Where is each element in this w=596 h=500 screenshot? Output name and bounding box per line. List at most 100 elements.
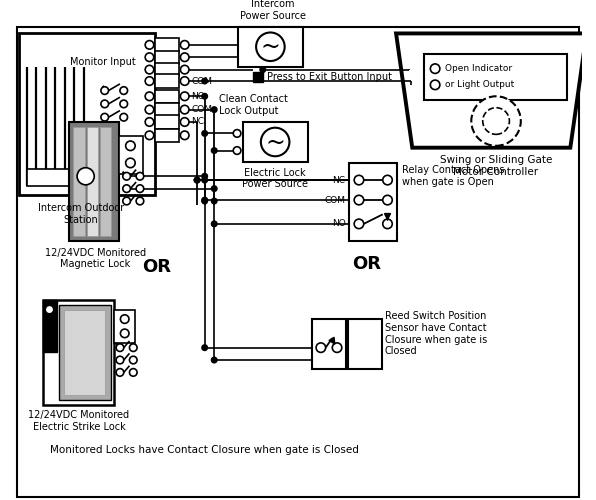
Circle shape — [202, 94, 207, 99]
Bar — [43, 300, 57, 352]
Bar — [155, 128, 179, 142]
Circle shape — [120, 315, 129, 324]
Bar — [155, 74, 179, 88]
Circle shape — [126, 158, 135, 168]
Text: 12/24VDC Monitored
Magnetic Lock: 12/24VDC Monitored Magnetic Lock — [45, 248, 146, 270]
Circle shape — [101, 114, 108, 121]
Circle shape — [202, 78, 207, 84]
Circle shape — [145, 40, 154, 49]
Circle shape — [212, 186, 217, 192]
Text: Relay Contact Opens
when gate is Open: Relay Contact Opens when gate is Open — [402, 166, 504, 187]
Circle shape — [126, 141, 135, 150]
Circle shape — [383, 196, 392, 205]
Bar — [86, 126, 98, 236]
Circle shape — [145, 53, 154, 62]
Text: Swing or Sliding Gate
Motor Controller: Swing or Sliding Gate Motor Controller — [440, 156, 552, 177]
Circle shape — [145, 131, 154, 140]
Circle shape — [202, 198, 207, 202]
Circle shape — [233, 130, 241, 137]
Circle shape — [181, 66, 189, 74]
Text: NC: NC — [333, 176, 346, 184]
Circle shape — [261, 128, 290, 156]
Text: OR: OR — [142, 258, 172, 276]
Circle shape — [145, 118, 154, 126]
Circle shape — [181, 92, 189, 100]
Bar — [155, 50, 179, 64]
Circle shape — [181, 131, 189, 140]
Bar — [27, 168, 74, 186]
Text: Reed Switch Position
Sensor have Contact
Closure when gate is
Closed: Reed Switch Position Sensor have Contact… — [384, 312, 487, 356]
Text: Intercom
Power Source: Intercom Power Source — [240, 0, 306, 21]
Bar — [312, 319, 346, 368]
Circle shape — [123, 197, 131, 205]
Circle shape — [212, 107, 217, 112]
Circle shape — [212, 198, 217, 203]
Text: ~: ~ — [265, 132, 285, 154]
Circle shape — [202, 178, 207, 182]
Text: COM: COM — [325, 196, 346, 204]
Circle shape — [212, 358, 217, 362]
Circle shape — [194, 178, 200, 182]
Circle shape — [136, 172, 144, 180]
Bar — [119, 136, 143, 174]
Circle shape — [136, 197, 144, 205]
Circle shape — [354, 176, 364, 185]
Text: Monitor Input: Monitor Input — [70, 57, 136, 67]
Text: Press to Exit Button Input: Press to Exit Button Input — [266, 72, 392, 82]
Bar — [349, 319, 382, 368]
Circle shape — [116, 344, 124, 352]
Text: NC: NC — [191, 118, 204, 126]
Bar — [19, 34, 155, 196]
Circle shape — [120, 114, 128, 121]
Text: Clean Contact
Lock Output: Clean Contact Lock Output — [219, 94, 288, 116]
Circle shape — [212, 221, 217, 226]
Circle shape — [333, 343, 342, 352]
Text: NO: NO — [332, 220, 346, 228]
Bar — [70, 122, 119, 241]
Circle shape — [354, 219, 364, 228]
Text: COM: COM — [191, 76, 212, 86]
Circle shape — [136, 185, 144, 192]
Circle shape — [123, 172, 131, 180]
Circle shape — [123, 185, 131, 192]
Text: NO: NO — [191, 92, 205, 101]
Bar — [73, 126, 85, 236]
Circle shape — [483, 108, 510, 134]
Circle shape — [181, 77, 189, 86]
Circle shape — [120, 329, 129, 338]
Circle shape — [145, 66, 154, 74]
Circle shape — [181, 53, 189, 62]
Circle shape — [120, 100, 128, 108]
Circle shape — [194, 178, 200, 182]
Circle shape — [145, 92, 154, 100]
Bar — [114, 310, 135, 343]
Circle shape — [129, 344, 137, 352]
Text: OR: OR — [352, 255, 381, 273]
Circle shape — [256, 32, 285, 61]
Circle shape — [129, 368, 137, 376]
Circle shape — [120, 87, 128, 94]
Circle shape — [101, 100, 108, 108]
Text: Intercom Outdoor
Station: Intercom Outdoor Station — [38, 203, 124, 224]
Text: Open Indicator: Open Indicator — [445, 64, 512, 73]
Circle shape — [116, 356, 124, 364]
Text: Monitored Locks have Contact Closure when gate is Closed: Monitored Locks have Contact Closure whe… — [50, 446, 359, 456]
Bar — [155, 90, 179, 103]
Circle shape — [202, 198, 207, 203]
Circle shape — [212, 148, 217, 153]
Circle shape — [383, 219, 392, 228]
Bar — [424, 54, 567, 100]
Circle shape — [260, 67, 265, 72]
Circle shape — [181, 40, 189, 49]
Bar — [155, 38, 179, 52]
Circle shape — [77, 168, 94, 185]
Bar — [155, 103, 179, 117]
Circle shape — [430, 64, 440, 74]
Text: ~: ~ — [260, 36, 280, 59]
Circle shape — [181, 106, 189, 114]
Circle shape — [430, 80, 440, 90]
Circle shape — [129, 356, 137, 364]
Bar — [64, 310, 105, 396]
Bar — [100, 126, 111, 236]
Circle shape — [145, 106, 154, 114]
